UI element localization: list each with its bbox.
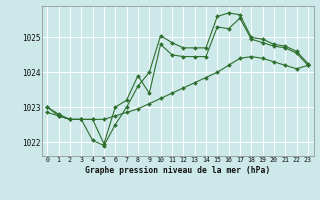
X-axis label: Graphe pression niveau de la mer (hPa): Graphe pression niveau de la mer (hPa) (85, 166, 270, 175)
